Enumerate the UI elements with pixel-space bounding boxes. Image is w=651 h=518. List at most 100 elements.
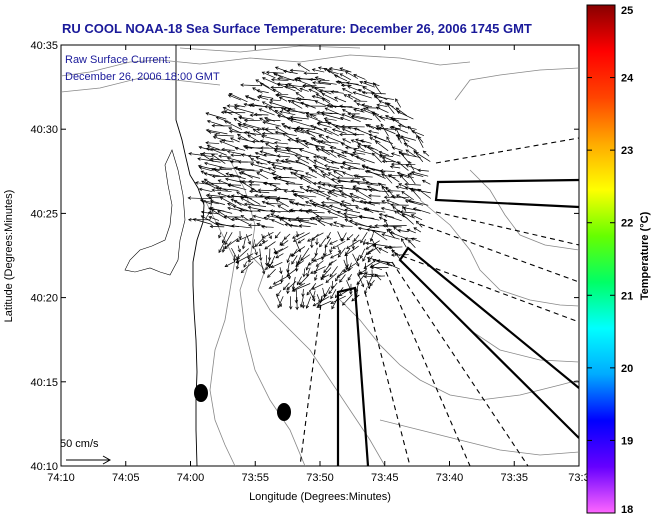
current-vector-head [311,202,315,206]
current-vector-head [333,185,337,189]
current-vector-head [364,290,368,295]
current-vector-head [255,161,260,165]
current-vector [259,117,268,123]
current-vector-head [365,124,369,128]
current-vector-head [246,131,251,135]
current-vector [356,103,368,108]
current-vector [353,234,360,242]
current-vector [313,253,332,262]
current-vector [372,112,381,122]
current-vector [360,109,373,114]
current-vector [305,143,325,148]
current-vector-head [408,172,413,176]
current-vector [264,154,276,157]
current-vector-head [326,121,331,126]
current-vector [313,165,331,171]
current-vector-head [289,68,294,73]
x-tick-label: 73:40 [436,472,464,484]
current-vector [418,136,424,143]
current-vector-head [324,107,329,111]
current-vector-head [243,130,248,135]
current-vector [345,147,359,149]
current-vector-head [398,183,402,187]
current-vector-head [333,221,337,225]
current-vector-head [293,172,298,176]
current-vector [386,199,400,206]
current-vector-head [305,305,309,309]
current-vector-head [211,209,215,213]
current-vector [261,135,281,141]
current-vector-head [271,77,275,82]
current-vector-head [198,187,203,192]
current-vector-head [413,150,417,154]
current-vector [306,267,311,277]
current-vector [277,155,291,158]
current-vector [244,203,267,207]
current-vector-head [258,257,263,262]
current-vector-head [368,133,373,137]
current-vector-head [247,223,252,227]
current-vector-head [331,128,336,132]
current-vector-head [391,146,396,150]
current-vector [269,255,276,268]
current-vector-head [343,94,348,98]
current-vector [262,121,281,127]
current-vector [267,259,270,267]
current-vector [256,89,269,94]
current-vector-head [332,245,336,249]
current-vector-head [236,191,240,195]
current-vector [353,74,366,80]
current-vector-head [346,245,350,249]
current-vector-head [229,173,233,178]
current-vector [395,127,401,137]
current-vector [222,246,225,253]
current-vector-head [361,103,366,107]
current-vector [390,166,401,169]
current-vector-head [271,209,276,214]
current-vector-head [258,242,263,247]
current-vector-head [316,155,320,159]
current-vector-head [366,124,371,128]
current-vector-head [274,130,279,135]
current-vector-head [218,234,222,239]
y-tick-label: 40:20 [30,293,58,305]
current-vector-head [340,192,345,197]
current-vector [275,253,284,259]
current-vector [422,180,431,185]
current-vector [322,174,339,185]
current-vector [373,135,393,144]
current-vector [308,209,324,220]
current-vector [344,209,361,214]
current-vector [395,98,402,108]
current-vector [331,162,345,164]
current-vector-head [400,238,405,242]
current-vector [244,195,261,205]
current-vector [236,262,239,270]
current-vector [260,195,278,198]
current-vector [407,126,417,135]
current-vector-head [390,194,395,199]
current-vector-head [199,198,204,203]
current-vector-head [381,233,386,237]
current-vector-head [203,178,208,182]
current-vector-head [352,186,356,191]
current-vector-head [347,112,351,116]
current-vector [295,78,316,80]
current-vector-head [249,189,253,194]
current-vector-head [267,160,271,165]
current-vector-head [383,245,388,250]
current-vector-head [343,215,348,219]
current-vector-head [365,181,369,185]
current-vector-head [205,112,210,116]
current-vector-head [249,113,254,117]
current-vector-head [403,142,408,146]
current-vector-head [340,142,345,146]
current-vector [229,130,246,134]
current-vector-head [352,91,357,95]
current-vector [342,294,353,306]
current-vector-head [273,187,278,192]
current-vector [218,232,222,239]
current-vector-head [415,152,419,156]
current-vector-head [286,109,290,113]
current-vector-head [292,238,297,242]
